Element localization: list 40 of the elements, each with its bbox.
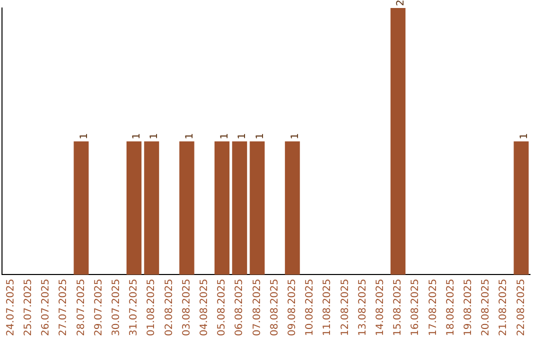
x-tick-label: 12.08.2025 [340, 278, 351, 336]
x-tick-label: 27.07.2025 [58, 278, 70, 336]
data-label: 1 [290, 132, 301, 140]
data-label: 1 [220, 132, 231, 140]
data-label: 1 [237, 132, 248, 140]
x-tick-label: 04.08.2025 [198, 278, 210, 336]
data-label: 1 [184, 132, 196, 140]
x-tick-label: 25.07.2025 [22, 278, 34, 336]
x-tick-label: 21.08.2025 [498, 278, 510, 336]
x-tick-label: 18.08.2025 [445, 278, 456, 336]
x-tick-label: 15.08.2025 [392, 278, 404, 336]
x-tick-label: 19.08.2025 [462, 278, 474, 336]
data-label: 1 [132, 132, 143, 140]
data-label: 1 [149, 132, 160, 140]
x-tick-label: 02.08.2025 [164, 278, 175, 336]
x-tick-label: 05.08.2025 [216, 278, 228, 336]
x-tick-label: 31.07.2025 [128, 278, 140, 336]
x-tick-label: 24.07.2025 [5, 278, 16, 336]
x-tick-label: 30.07.2025 [110, 278, 122, 336]
data-label: 1 [254, 132, 266, 140]
x-tick-label: 26.07.2025 [40, 278, 52, 336]
x-tick-label: 29.07.2025 [93, 278, 104, 336]
x-tick-label: 08.08.2025 [269, 278, 280, 336]
x-tick-label: 14.08.2025 [374, 278, 386, 336]
x-tick-label: 06.08.2025 [234, 278, 246, 336]
x-tick-label: 03.08.2025 [181, 278, 192, 336]
x-tick-label: 10.08.2025 [304, 278, 316, 336]
x-tick-label: 11.08.2025 [322, 278, 334, 336]
x-tick-label: 16.08.2025 [410, 278, 422, 336]
data-label: 1 [518, 132, 530, 140]
x-tick-label: 09.08.2025 [286, 278, 298, 336]
x-tick-label: 17.08.2025 [428, 278, 439, 336]
data-label: 1 [78, 132, 90, 140]
x-tick-label: 13.08.2025 [357, 278, 368, 336]
x-tick-label: 28.07.2025 [76, 278, 87, 336]
data-label: 2 [396, 0, 407, 6]
x-tick-label: 01.08.2025 [146, 278, 158, 336]
x-tick-label: 22.08.2025 [516, 278, 527, 336]
x-tick-label: 07.08.2025 [252, 278, 263, 336]
x-tick-label: 20.08.2025 [480, 278, 492, 336]
